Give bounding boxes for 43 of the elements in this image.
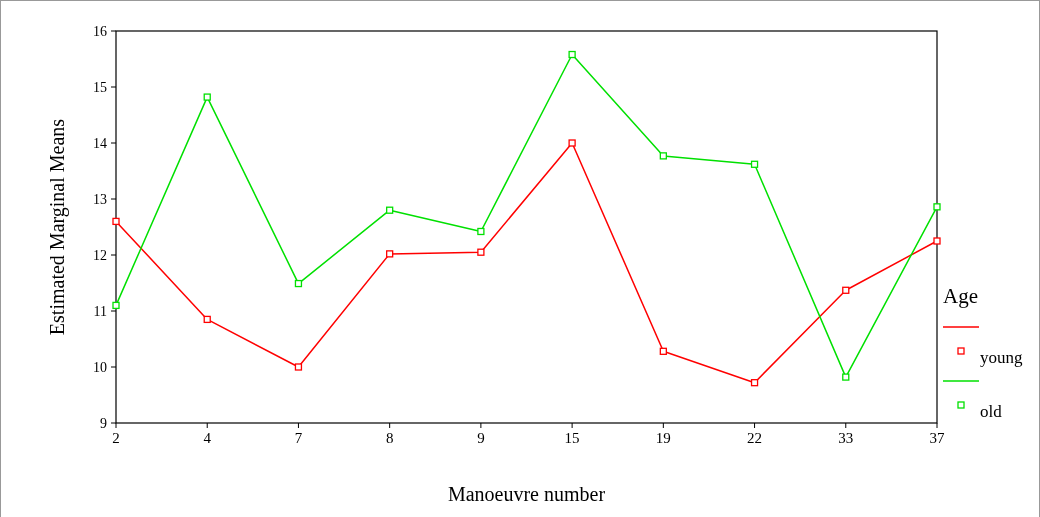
y-tick-label: 14 bbox=[93, 135, 107, 151]
x-tick-label: 9 bbox=[477, 430, 485, 446]
legend-title: Age bbox=[943, 284, 978, 308]
x-tick-label: 22 bbox=[747, 430, 763, 446]
y-tick-label: 16 bbox=[93, 23, 107, 39]
point bbox=[112, 217, 120, 226]
x-tick-label: 7 bbox=[294, 430, 303, 446]
y-tick-label: 12 bbox=[93, 247, 107, 263]
point bbox=[933, 203, 941, 211]
point bbox=[386, 206, 394, 214]
point bbox=[112, 301, 120, 310]
point bbox=[386, 250, 394, 258]
point bbox=[842, 286, 850, 294]
x-tick-label: 33 bbox=[838, 430, 854, 446]
legend-label: young bbox=[980, 348, 1023, 367]
x-tick-label: 4 bbox=[203, 430, 212, 446]
point bbox=[568, 139, 576, 147]
x-tick-label: 8 bbox=[385, 430, 394, 446]
point bbox=[750, 160, 759, 168]
point bbox=[477, 248, 485, 256]
y-tick-label: 11 bbox=[93, 303, 107, 319]
y-tick-label: 13 bbox=[93, 191, 107, 207]
y-tick-label: 9 bbox=[100, 415, 107, 431]
point bbox=[842, 373, 850, 381]
point bbox=[477, 227, 485, 236]
x-tick-label: 2 bbox=[112, 430, 120, 446]
x-tick-label: 37 bbox=[929, 430, 945, 446]
point bbox=[568, 50, 576, 59]
point bbox=[750, 379, 759, 387]
y-axis-title: Estimated Marginal Means bbox=[46, 118, 69, 336]
y-tick-label: 15 bbox=[93, 79, 107, 95]
legend-label: old bbox=[980, 402, 1003, 421]
point bbox=[659, 152, 667, 160]
x-axis-title: Manoeuvre number bbox=[447, 483, 606, 505]
x-tick-label: 19 bbox=[655, 430, 671, 446]
point bbox=[659, 347, 667, 355]
point bbox=[294, 279, 303, 288]
x-tick-label: 15 bbox=[564, 430, 580, 446]
point bbox=[203, 315, 211, 324]
point bbox=[294, 363, 303, 371]
point bbox=[933, 237, 941, 245]
y-tick-label: 10 bbox=[93, 359, 107, 375]
point bbox=[203, 93, 211, 101]
